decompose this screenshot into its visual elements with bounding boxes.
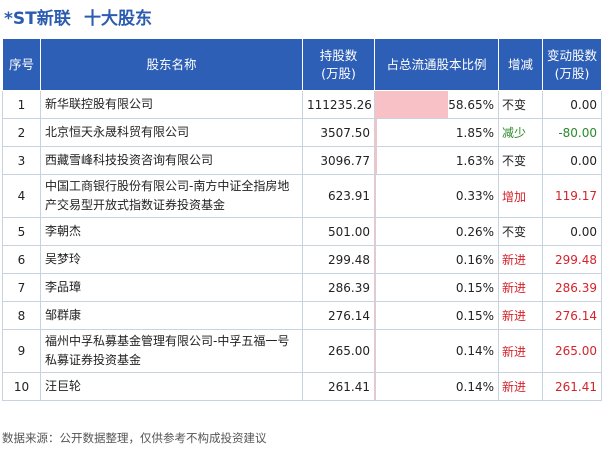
stock-name: *ST新联: [4, 9, 71, 29]
shareholder-name: 汪巨轮: [40, 372, 303, 401]
ratio-cell: 0.15%: [374, 301, 499, 330]
change-status: 新进: [498, 372, 543, 401]
table-row: 6 吴梦玲 299.48 0.16% 新进 299.48: [2, 245, 602, 274]
row-index: 5: [2, 217, 41, 246]
section-title: 十大股东: [84, 9, 152, 29]
ratio-value: 0.16%: [455, 252, 494, 267]
ratio-cell: 0.33%: [374, 174, 499, 218]
row-index: 7: [2, 273, 41, 302]
table-header-row: 序号 股东名称 持股数 (万股) 占总流通股本比例 增减 变动股数 (万股): [2, 38, 602, 91]
change-status: 减少: [498, 118, 543, 147]
change-amount: 286.39: [542, 273, 602, 302]
table-row: 1 新华联控股有限公司 111235.26 58.65% 不变 0.00: [2, 90, 602, 119]
shares-held: 3096.77: [302, 146, 375, 175]
row-index: 4: [2, 174, 41, 218]
change-amount: 119.17: [542, 174, 602, 218]
table-row: 2 北京恒天永晟科贸有限公司 3507.50 1.85% 减少 -80.00: [2, 118, 602, 147]
shareholder-name: 中国工商银行股份有限公司-南方中证全指房地产交易型开放式指数证券投资基金: [40, 174, 303, 218]
ratio-value: 0.14%: [455, 379, 494, 394]
change-amount: 0.00: [542, 146, 602, 175]
col-header-index: 序号: [2, 38, 41, 91]
row-index: 9: [2, 329, 41, 373]
change-amount: 0.00: [542, 217, 602, 246]
change-status: 不变: [498, 217, 543, 246]
ratio-value: 0.15%: [455, 308, 494, 323]
ratio-value: 1.63%: [455, 153, 494, 168]
change-status: 新进: [498, 301, 543, 330]
row-index: 8: [2, 301, 41, 330]
ratio-cell: 0.26%: [374, 217, 499, 246]
ratio-bar: [375, 147, 378, 174]
ratio-bar: [375, 119, 378, 146]
change-status: 增加: [498, 174, 543, 218]
shares-held: 265.00: [302, 329, 375, 373]
shares-held: 501.00: [302, 217, 375, 246]
ratio-cell: 0.14%: [374, 372, 499, 401]
ratio-cell: 0.14%: [374, 329, 499, 373]
col-header-ratio: 占总流通股本比例: [374, 38, 499, 91]
ratio-cell: 0.15%: [374, 273, 499, 302]
row-index: 3: [2, 146, 41, 175]
shareholder-name: 李品璋: [40, 273, 303, 302]
shareholder-name: 李朝杰: [40, 217, 303, 246]
ratio-value: 0.15%: [455, 280, 494, 295]
change-amount: -80.00: [542, 118, 602, 147]
title-bar: *ST新联 十大股东: [0, 0, 603, 36]
table-row: 5 李朝杰 501.00 0.26% 不变 0.00: [2, 217, 602, 246]
change-amount: 299.48: [542, 245, 602, 274]
ratio-value: 1.85%: [455, 125, 494, 140]
ratio-value: 0.33%: [455, 189, 494, 203]
change-status: 不变: [498, 90, 543, 119]
ratio-value: 58.65%: [448, 97, 494, 112]
row-index: 6: [2, 245, 41, 274]
table-row: 4 中国工商银行股份有限公司-南方中证全指房地产交易型开放式指数证券投资基金 623…: [2, 174, 602, 218]
change-status: 新进: [498, 329, 543, 373]
col-header-change: 增减: [498, 38, 543, 91]
shareholder-name: 吴梦玲: [40, 245, 303, 274]
change-status: 新进: [498, 273, 543, 302]
col-header-name: 股东名称: [40, 38, 303, 91]
row-index: 10: [2, 372, 41, 401]
table-row: 7 李品璋 286.39 0.15% 新进 286.39: [2, 273, 602, 302]
ratio-value: 0.14%: [455, 344, 494, 358]
shares-held: 261.41: [302, 372, 375, 401]
ratio-cell: 1.63%: [374, 146, 499, 175]
shareholder-name: 新华联控股有限公司: [40, 90, 303, 119]
shareholder-name: 西藏雪峰科技投资咨询有限公司: [40, 146, 303, 175]
col-header-shares: 持股数 (万股): [302, 38, 375, 91]
change-amount: 261.41: [542, 372, 602, 401]
shareholder-name: 邹群康: [40, 301, 303, 330]
change-status: 不变: [498, 146, 543, 175]
table-row: 9 福州中孚私募基金管理有限公司-中孚五福一号私募证券投资基金 265.00 0.14…: [2, 329, 602, 373]
row-index: 2: [2, 118, 41, 147]
shareholder-name: 北京恒天永晟科贸有限公司: [40, 118, 303, 147]
col-header-delta: 变动股数 (万股): [542, 38, 602, 91]
table-row: 10 汪巨轮 261.41 0.14% 新进 261.41: [2, 372, 602, 401]
ratio-cell: 0.16%: [374, 245, 499, 274]
table-row: 3 西藏雪峰科技投资咨询有限公司 3096.77 1.63% 不变 0.00: [2, 146, 602, 175]
ratio-cell: 1.85%: [374, 118, 499, 147]
shares-held: 276.14: [302, 301, 375, 330]
shares-held: 623.91: [302, 174, 375, 218]
shareholder-name: 福州中孚私募基金管理有限公司-中孚五福一号私募证券投资基金: [40, 329, 303, 373]
data-source-note: 数据来源：公开数据整理，仅供参考不构成投资建议: [2, 431, 267, 445]
change-status: 新进: [498, 245, 543, 274]
shares-held: 299.48: [302, 245, 375, 274]
change-amount: 265.00: [542, 329, 602, 373]
row-index: 1: [2, 90, 41, 119]
ratio-value: 0.26%: [455, 224, 494, 239]
change-amount: 276.14: [542, 301, 602, 330]
shareholders-table: 序号 股东名称 持股数 (万股) 占总流通股本比例 增减 变动股数 (万股) 1…: [2, 38, 602, 401]
table-row: 8 邹群康 276.14 0.15% 新进 276.14: [2, 301, 602, 330]
shares-held: 111235.26: [302, 90, 375, 119]
change-amount: 0.00: [542, 90, 602, 119]
shares-held: 3507.50: [302, 118, 375, 147]
ratio-bar: [375, 91, 448, 118]
ratio-cell: 58.65%: [374, 90, 499, 119]
shares-held: 286.39: [302, 273, 375, 302]
